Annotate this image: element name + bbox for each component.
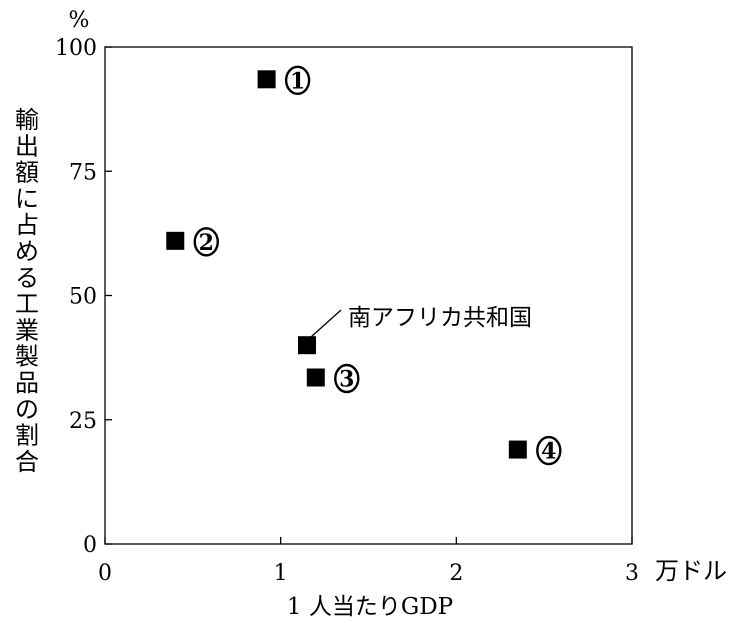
- y-axis-label-char: 額: [15, 159, 39, 187]
- point-label-number: 3: [339, 367, 354, 393]
- y-axis-label-char: 工: [15, 290, 39, 318]
- y-tick-label: 25: [69, 409, 97, 434]
- plot-area-frame: [104, 46, 633, 545]
- point-label-number: 2: [199, 230, 214, 256]
- y-axis-label-char: 割: [15, 422, 39, 450]
- point-label-number: 4: [541, 439, 556, 465]
- y-axis-label-char: に: [15, 185, 39, 213]
- y-axis-label-char: 製: [15, 343, 39, 371]
- x-axis-unit: 万ドル: [655, 557, 727, 585]
- y-tick-label: 50: [69, 285, 97, 310]
- y-axis-unit: %: [69, 8, 90, 33]
- y-axis-label-char: 占: [15, 211, 39, 239]
- point-annotation-label: 南アフリカ共和国: [348, 305, 532, 331]
- data-point-marker: [508, 440, 527, 459]
- point-label-circle: [536, 435, 562, 466]
- y-tick-label: 0: [83, 533, 97, 558]
- y-axis-label-char: る: [15, 264, 39, 292]
- x-axis-label: 1 人当たりGDP: [287, 594, 453, 620]
- y-axis-label-char: 品: [15, 369, 39, 397]
- y-axis-ticks: 0 25 50 75 100: [55, 36, 112, 558]
- data-point-marker: [306, 368, 325, 387]
- x-axis-ticks: 0 1 2 3: [98, 537, 639, 586]
- y-tick-label: 100: [55, 36, 97, 61]
- data-points: 1 2 3 4 南アフリカ共和国: [166, 65, 562, 466]
- point-label-circle: [284, 65, 311, 96]
- point-label-circle: [334, 363, 360, 394]
- x-tick-label: 1: [274, 561, 288, 586]
- data-point-marker: [298, 336, 317, 355]
- y-tick-label: 75: [69, 160, 97, 185]
- y-axis-label-char: 合: [15, 448, 39, 476]
- y-axis-label-char: 輸: [15, 106, 39, 134]
- x-tick-label: 2: [449, 561, 463, 586]
- y-axis-label-char: の: [15, 395, 39, 423]
- point-label-circle: [193, 227, 219, 257]
- annotation-leader-line: [310, 309, 342, 338]
- y-axis-label-char: 出: [15, 132, 39, 160]
- x-tick-label: 0: [98, 561, 112, 586]
- data-point-marker: [257, 70, 276, 89]
- y-axis-label-char: 業: [15, 316, 39, 344]
- data-point-marker: [166, 231, 185, 250]
- point-label-number: 1: [290, 68, 305, 94]
- y-axis-label-char: め: [15, 238, 39, 266]
- x-tick-label: 3: [625, 561, 639, 586]
